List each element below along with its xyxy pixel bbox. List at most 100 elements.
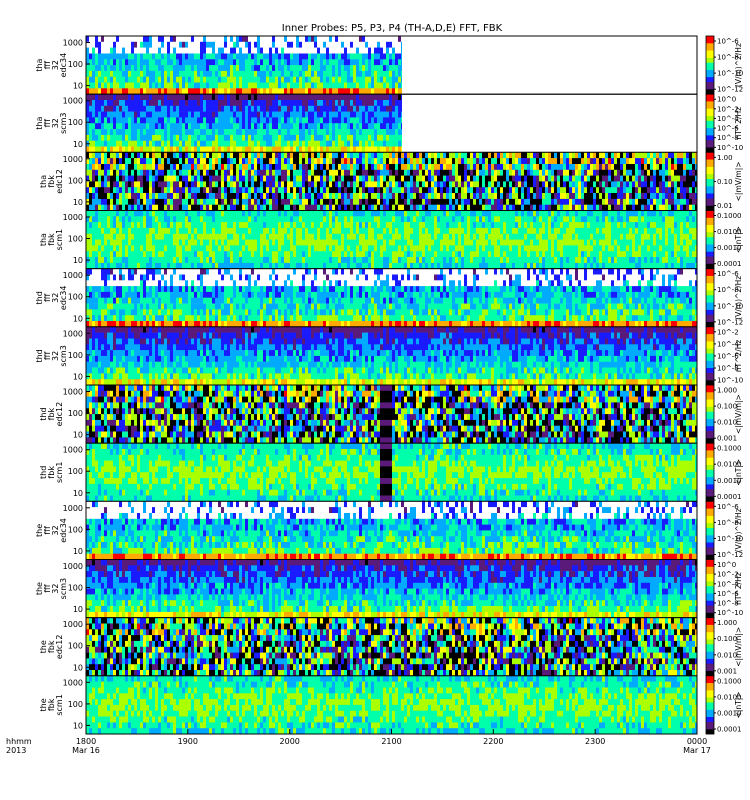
spectrogram-cell xyxy=(311,76,315,83)
spectrogram-cell xyxy=(200,88,204,95)
spectrogram-cell xyxy=(470,204,474,211)
spectrogram-cell xyxy=(263,70,267,77)
spectrogram-cell xyxy=(230,82,234,89)
spectrogram-cell xyxy=(185,123,189,130)
spectrogram-cell xyxy=(170,169,174,176)
spectrogram-cell xyxy=(353,100,357,107)
spectrogram-cell xyxy=(176,175,180,182)
spectrogram-cell xyxy=(119,82,123,89)
spectrogram-cell xyxy=(212,262,216,269)
spectrogram-cell xyxy=(194,134,198,141)
spectrogram-cell xyxy=(338,100,342,107)
spectrogram-cell xyxy=(506,164,510,171)
spectrogram-cell xyxy=(539,164,543,171)
spectrogram-cell xyxy=(545,152,549,159)
spectrogram-cell xyxy=(254,158,258,165)
spectrogram-cell xyxy=(170,216,174,223)
spectrogram-cell xyxy=(695,175,698,182)
spectrogram-cell xyxy=(296,198,300,205)
spectrogram-cell xyxy=(320,187,324,194)
spectrogram-cell xyxy=(296,53,300,60)
spectrogram-cell xyxy=(98,134,102,141)
spectrogram-cell xyxy=(401,169,405,176)
spectrogram-cell xyxy=(272,181,276,188)
spectrogram-cell xyxy=(224,47,228,54)
spectrogram-cell xyxy=(269,134,273,141)
spectrogram-cell xyxy=(695,198,698,205)
spectrogram-cell xyxy=(653,158,657,165)
spectrogram-cell xyxy=(200,152,204,159)
spectrogram-cell xyxy=(203,152,207,159)
spectrogram-cell xyxy=(164,117,168,124)
spectrogram-cell xyxy=(113,41,117,48)
spectrogram-cell xyxy=(344,129,348,136)
spectrogram-cell xyxy=(197,82,201,89)
spectrogram-cell xyxy=(350,82,354,89)
spectrogram-cell xyxy=(182,245,186,252)
spectrogram-cell xyxy=(119,204,123,211)
spectrogram-cell xyxy=(299,204,303,211)
spectrogram-cell xyxy=(89,257,93,264)
spectrogram-cell xyxy=(539,204,543,211)
spectrogram-cell xyxy=(374,36,378,43)
spectrogram-cell xyxy=(89,70,93,77)
spectrogram-cell xyxy=(236,105,240,112)
spectrogram-cell xyxy=(176,70,180,77)
spectrogram-cell xyxy=(224,245,228,252)
spectrogram-cell xyxy=(353,164,357,171)
spectrogram-cell xyxy=(353,105,357,112)
spectrogram-cell xyxy=(134,227,138,234)
spectrogram-cell xyxy=(656,204,660,211)
colorbar-tick-label: 10^-10 xyxy=(717,144,743,152)
spectrogram-cell xyxy=(350,129,354,136)
spectrogram-cell xyxy=(644,204,648,211)
spectrogram-cell xyxy=(98,257,102,264)
spectrogram-cell xyxy=(251,222,255,229)
spectrogram-cell xyxy=(179,262,183,269)
spectrogram-cell xyxy=(455,152,459,159)
spectrogram-cell xyxy=(314,105,318,112)
spectrogram-cell xyxy=(533,169,537,176)
spectrogram-cell xyxy=(212,222,216,229)
spectrogram-cell xyxy=(185,100,189,107)
spectrogram-cell xyxy=(425,158,429,165)
spectrogram-cell xyxy=(401,152,405,159)
spectrogram-cell xyxy=(185,82,189,89)
spectrogram-cell xyxy=(269,158,273,165)
spectrogram-cell xyxy=(242,164,246,171)
spectrogram-cell xyxy=(659,193,663,200)
spectrogram-cell xyxy=(143,169,147,176)
spectrogram-cell xyxy=(233,233,237,240)
spectrogram-cell xyxy=(209,36,213,43)
spectrogram-cell xyxy=(209,111,213,118)
spectrogram-cell xyxy=(206,257,210,264)
spectrogram-cell xyxy=(236,198,240,205)
spectrogram-cell xyxy=(149,129,153,136)
spectrogram-cell xyxy=(371,164,375,171)
spectrogram-cell xyxy=(104,129,108,136)
spectrogram-cell xyxy=(557,204,561,211)
spectrogram-cell xyxy=(344,82,348,89)
spectrogram-cell xyxy=(89,187,93,194)
spectrogram-cell xyxy=(152,251,156,258)
spectrogram-cell xyxy=(599,164,603,171)
spectrogram-cell xyxy=(551,175,555,182)
spectrogram-cell xyxy=(212,70,216,77)
spectrogram-cell xyxy=(224,181,228,188)
spectrogram-cell xyxy=(329,175,333,182)
spectrogram-cell xyxy=(656,158,660,165)
spectrogram-cell xyxy=(98,239,102,246)
spectrogram-cell xyxy=(122,245,126,252)
spectrogram-cell xyxy=(215,257,219,264)
spectrogram-cell xyxy=(197,152,201,159)
spectrogram-cell xyxy=(176,105,180,112)
spectrogram-cell xyxy=(149,76,153,83)
spectrogram-cell xyxy=(254,164,258,171)
spectrogram-cell xyxy=(125,82,129,89)
spectrogram-cell xyxy=(617,158,621,165)
spectrogram-cell xyxy=(236,152,240,159)
spectrogram-cell xyxy=(560,169,564,176)
spectrogram-cell xyxy=(203,175,207,182)
spectrogram-cell xyxy=(251,59,255,66)
spectrogram-cell xyxy=(101,82,105,89)
